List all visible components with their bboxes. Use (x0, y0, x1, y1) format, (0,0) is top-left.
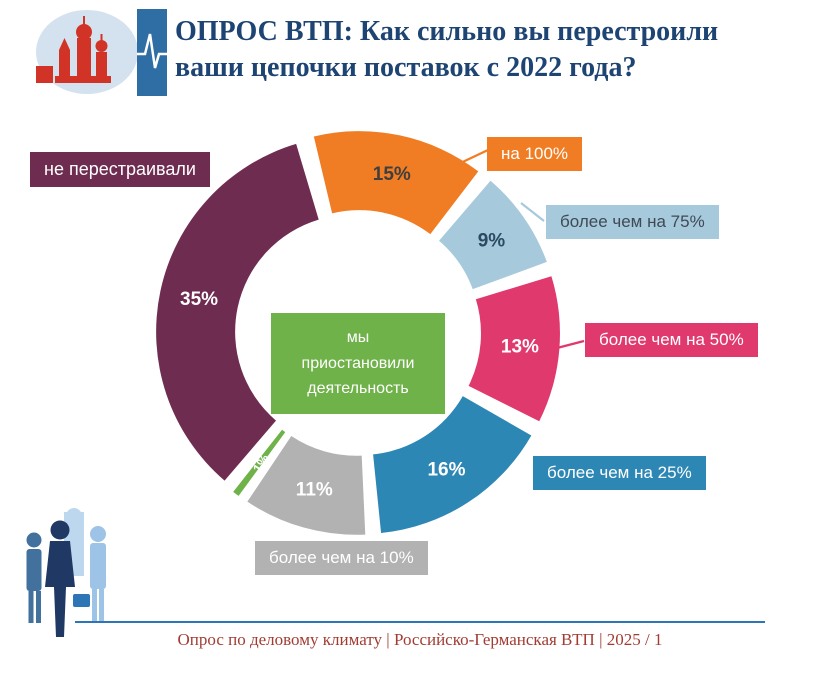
page-title-line1: ОПРОС ВТП: Как сильно вы перестроили (175, 16, 719, 47)
donut-slice-3 (373, 396, 532, 534)
vtp-logo (36, 9, 167, 96)
briefcase-icon (73, 594, 90, 607)
label-box-more-50: более чем на 50% (585, 323, 758, 357)
label-box-na-100: на 100% (487, 137, 583, 171)
donut-slice-0 (313, 131, 479, 235)
slice-pct-label-4: 11% (296, 480, 333, 501)
center-label-box: мы приостановили деятельность (271, 313, 445, 414)
pulse-line-icon (137, 33, 167, 69)
label-box-more-10: более чем на 10% (255, 541, 428, 575)
person-medium-icon (26, 532, 42, 623)
people-illustration (26, 508, 106, 637)
donut-slice-1 (439, 180, 547, 290)
page-title: ОПРОС ВТП: Как сильно вы перестроили ваш… (175, 14, 718, 87)
donut-slice-2 (468, 276, 560, 422)
slice-pct-label-3: 16% (427, 459, 465, 480)
slice-pct-label-1: 9% (478, 230, 506, 251)
page-title-line2: ваши цепочки поставок с 2022 года? (175, 52, 637, 84)
donut-slice-5 (233, 429, 286, 496)
slice-pct-label-2: 13% (501, 337, 539, 358)
cathedral-icon (55, 16, 111, 83)
person-dark-icon (45, 520, 75, 637)
slice-pct-label-6: 35% (180, 289, 218, 310)
slice-pct-label-0: 15% (373, 164, 411, 185)
footer-divider (75, 621, 765, 623)
label-box-more-75: более чем на 75% (546, 205, 719, 239)
callout-connector-line (556, 339, 585, 350)
donut-slice-4 (247, 436, 366, 535)
donut-slice-6 (156, 143, 319, 481)
label-box-not-restructured: не перестраивали (30, 152, 210, 187)
callout-connector-line (520, 202, 545, 222)
label-box-more-25: более чем на 25% (533, 456, 706, 490)
person-medium-light-icon (90, 526, 106, 623)
footer-text: Опрос по деловому климату | Российско-Ге… (177, 630, 663, 649)
logo-red-square (36, 66, 53, 83)
